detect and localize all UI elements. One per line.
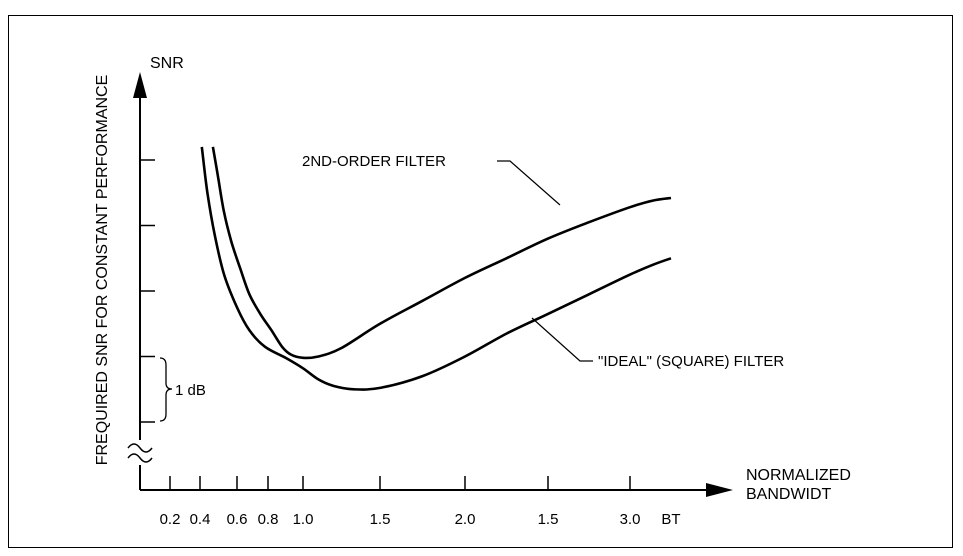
x-tick-label-1: 0.4 [190, 511, 211, 528]
y-axis-label: FREQUIRED SNR FOR CONSTANT PERFORMANCE [94, 75, 111, 466]
x-tick-label-7: 1.5 [538, 511, 559, 528]
x-axis-title-line-2: BANDWIDT [746, 486, 832, 503]
x-tick-label-6: 2.0 [455, 511, 476, 528]
x-tick-label-2: 0.6 [227, 511, 248, 528]
x-tick-label-3: 0.8 [258, 511, 279, 528]
y-axis-title: SNR [150, 55, 184, 72]
leader-line-2nd-order [497, 160, 561, 206]
scale-annotation: 1 dB [175, 382, 206, 399]
series-line-2nd-order [211, 146, 672, 360]
y-ticks [140, 159, 155, 423]
x-axis-arrow [706, 483, 733, 497]
leader-line-ideal [531, 317, 593, 362]
figure-frame [8, 15, 953, 548]
series-label-ideal: "IDEAL" (SQUARE) FILTER [598, 353, 784, 370]
series-line-ideal [200, 146, 672, 391]
x-tick-label-0: 0.2 [160, 511, 181, 528]
axis-break-symbol [127, 443, 153, 463]
x-tick-label-8: 3.0 [620, 511, 641, 528]
x-axis-title-line-1: NORMALIZED [746, 467, 851, 484]
x-ticks: 0.2 0.4 0.6 0.8 1.0 1.5 2.0 1.5 3.0 BT [160, 476, 681, 528]
x-tick-label-5: 1.5 [370, 511, 391, 528]
series-group [200, 146, 672, 391]
x-tick-label-9: BT [661, 511, 680, 528]
y-axis-arrow [133, 72, 147, 98]
scale-brace [159, 357, 173, 422]
x-tick-label-4: 1.0 [293, 511, 314, 528]
series-label-2nd-order: 2ND-ORDER FILTER [302, 153, 446, 170]
